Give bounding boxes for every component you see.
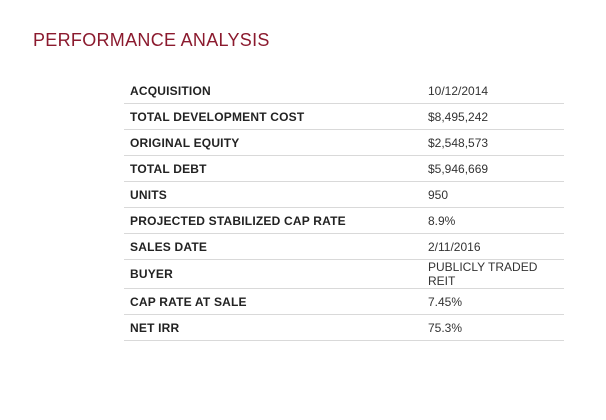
metric-value: PUBLICLY TRADED REIT [428, 259, 564, 289]
metric-label: ACQUISITION [124, 78, 428, 104]
metric-value: $5,946,669 [428, 155, 564, 182]
metric-label: BUYER [124, 259, 428, 289]
metric-label: ORIGINAL EQUITY [124, 129, 428, 156]
metric-value: 950 [428, 181, 564, 208]
metric-value: 7.45% [428, 288, 564, 315]
metric-value: 8.9% [428, 207, 564, 234]
table-row-buyer: BUYER PUBLICLY TRADED REIT [124, 259, 564, 289]
table-row-sales-date: SALES DATE 2/11/2016 [124, 233, 564, 260]
metric-label: TOTAL DEBT [124, 155, 428, 182]
section-title: PERFORMANCE ANALYSIS [33, 30, 270, 50]
table-row-units: UNITS 950 [124, 181, 564, 208]
table-row-cap-rate-at-sale: CAP RATE AT SALE 7.45% [124, 288, 564, 315]
metric-label: TOTAL DEVELOPMENT COST [124, 103, 428, 130]
metric-value: 75.3% [428, 314, 564, 341]
metric-label: UNITS [124, 181, 428, 208]
table-row-projected-stabilized-cap-rate: PROJECTED STABILIZED CAP RATE 8.9% [124, 207, 564, 234]
metric-label: CAP RATE AT SALE [124, 288, 428, 315]
metric-value: $8,495,242 [428, 103, 564, 130]
metric-label: SALES DATE [124, 233, 428, 260]
table-row-acquisition: ACQUISITION 10/12/2014 [124, 78, 564, 104]
metric-value: $2,548,573 [428, 129, 564, 156]
metric-value: 10/12/2014 [428, 78, 564, 104]
table-row-total-debt: TOTAL DEBT $5,946,669 [124, 155, 564, 182]
table-row-net-irr: NET IRR 75.3% [124, 314, 564, 341]
metric-value: 2/11/2016 [428, 233, 564, 260]
table-row-total-development-cost: TOTAL DEVELOPMENT COST $8,495,242 [124, 103, 564, 130]
metric-label: NET IRR [124, 314, 428, 341]
performance-table: ACQUISITION 10/12/2014 TOTAL DEVELOPMENT… [124, 78, 564, 341]
table-row-original-equity: ORIGINAL EQUITY $2,548,573 [124, 129, 564, 156]
metric-label: PROJECTED STABILIZED CAP RATE [124, 207, 428, 234]
